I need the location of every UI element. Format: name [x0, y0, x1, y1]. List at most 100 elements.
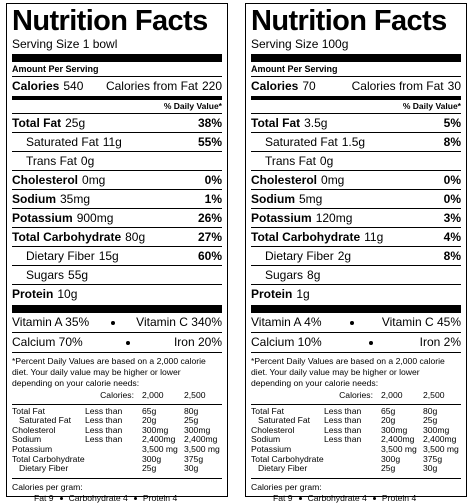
dv-2500: 2,400mg — [423, 434, 457, 445]
nutrient-row: Trans Fat 0g — [12, 152, 222, 171]
spacer — [85, 455, 142, 465]
nutrient: Sodium 35mg — [12, 190, 90, 208]
nutrient-amount: 1g — [296, 287, 310, 301]
nutrient-amount: 5mg — [299, 192, 323, 206]
footnote: *Percent Daily Values are based on a 2,0… — [12, 356, 206, 388]
header-2500: 2,500 — [423, 390, 445, 400]
calories-value: 70 — [302, 79, 316, 93]
dv-nutrient: Saturated Fat — [19, 415, 72, 426]
nutrient-row: Total Fat 3.5g 5% — [251, 114, 461, 133]
spacer — [324, 445, 381, 455]
nutrient-row: Sugars 8g — [251, 266, 461, 285]
nutrient-name: Dietary Fiber — [265, 249, 334, 263]
nutrient-amount: 15g — [98, 249, 119, 263]
thick-rule — [12, 54, 222, 62]
nutrient-row: Saturated Fat 1.5g 8% — [251, 133, 461, 152]
nutrient: Saturated Fat 11g — [26, 133, 122, 151]
title: Nutrition Facts — [251, 5, 447, 37]
bullet — [59, 496, 63, 500]
daily-value: 8% — [443, 249, 461, 263]
calories-from-fat: Calories from Fat 220 — [106, 77, 222, 96]
bullet — [298, 496, 302, 500]
dv-qualifier: Less than — [85, 405, 123, 416]
dv-2500: 30g — [423, 463, 438, 474]
nutrient-row: Potassium 120mg 3% — [251, 209, 461, 228]
nutrient-amount: 0mg — [321, 173, 345, 187]
calories-per-gram-item: Carbohydrate 4 — [307, 492, 367, 503]
dv-2000: 300g — [381, 453, 401, 464]
calories-from-fat-label: Calories from Fat — [351, 79, 444, 93]
dv-2500: 375g — [423, 453, 443, 464]
vitamin-row: Calcium 70% Iron 20% — [12, 333, 222, 353]
vitamin: Iron 2% — [419, 335, 461, 349]
nutrient-name: Potassium — [12, 211, 73, 225]
nutrient-name: Total Fat — [251, 116, 301, 130]
dv-2000: 25g — [381, 463, 396, 474]
nutrient-amount: 0g — [319, 154, 334, 168]
nutrient-row: Cholesterol 0mg 0% — [251, 171, 461, 190]
calories-per-gram-items: Fat 9 Carbohydrate 4 Protein 4 — [251, 493, 461, 504]
nutrient: Sugars 55g — [26, 266, 88, 284]
vitamin-row: Vitamin A 4% Vitamin C 45% — [251, 313, 461, 333]
nutrient: Dietary Fiber 15g — [26, 247, 119, 265]
nutrient-name: Total Fat — [12, 116, 62, 130]
spacer — [324, 455, 381, 465]
nutrient-name: Protein — [251, 287, 293, 301]
spacer — [324, 464, 381, 474]
header-2500: 2,500 — [184, 390, 206, 400]
thick-rule — [251, 305, 461, 313]
dv-nutrient: Sodium — [12, 434, 42, 445]
dv-2000: 300g — [142, 453, 162, 464]
calories-per-gram-item: Carbohydrate 4 — [68, 492, 128, 503]
calories-row: Calories 70 Calories from Fat 30 — [251, 77, 461, 96]
dv-qualifier: Less than — [324, 434, 362, 445]
dv-nutrient: Cholesterol — [251, 424, 295, 435]
daily-value-header: % Daily Value* — [12, 100, 222, 114]
thick-rule — [12, 305, 222, 313]
dv-nutrient: Total Fat — [251, 405, 284, 416]
dv-2000: 20g — [381, 415, 396, 426]
rule — [251, 477, 461, 479]
dv-nutrient: Total Carbohydrate — [251, 453, 324, 464]
dv-2000: 3,500 mg — [381, 443, 417, 454]
nutrient-row: Total Carbohydrate 80g 27% — [12, 228, 222, 247]
nutrient-name: Dietary Fiber — [26, 249, 95, 263]
nutrient: Total Fat 25g — [12, 114, 85, 132]
bullet — [110, 320, 115, 325]
serving-size: Serving Size 1 bowl — [12, 37, 118, 51]
nutrient-name: Total Carbohydrate — [12, 230, 122, 244]
dv-qualifier: Less than — [85, 415, 123, 426]
dv-table: Total Fat Less than 65g 80g Saturated Fat Les… — [12, 405, 222, 474]
daily-value: 3% — [443, 211, 461, 225]
dv-nutrient: Potassium — [251, 443, 292, 454]
daily-value: 38% — [197, 116, 222, 130]
dv-table-header: Calories: 2,000 2,500 — [251, 390, 461, 405]
nutrient-amount: 1.5g — [341, 135, 366, 149]
dv-2000: 65g — [381, 405, 396, 416]
nutrient-name: Trans Fat — [265, 154, 316, 168]
medium-rule — [251, 96, 461, 100]
calories-from-fat-value: 220 — [201, 79, 222, 93]
dv-qualifier: Less than — [324, 405, 362, 416]
nutrient-amount: 11g — [364, 230, 384, 244]
nutrient-name: Cholesterol — [12, 173, 79, 187]
calories-per-gram-item: Protein 4 — [381, 492, 417, 503]
dv-2000: 300mg — [381, 424, 408, 435]
nutrient-name: Sugars — [265, 268, 304, 282]
dv-2500: 80g — [423, 405, 438, 416]
dv-2000: 65g — [142, 405, 157, 416]
nutrition-label: Nutrition Facts Serving Size 1 bowl Amount… — [6, 3, 228, 503]
nutrient: Total Carbohydrate 80g — [12, 228, 145, 246]
vitamin-row: Vitamin A 35% Vitamin C 340% — [12, 313, 222, 333]
nutrient: Total Fat 3.5g — [251, 114, 327, 132]
dv-2500: 2,400mg — [184, 434, 218, 445]
dv-qualifier: Less than — [85, 434, 123, 445]
dv-2500: 3,500 mg — [184, 443, 220, 454]
calories-label: Calories — [251, 79, 299, 93]
header-label: Calories: — [100, 390, 134, 400]
spacer — [12, 391, 85, 401]
dv-nutrient: Dietary Fiber — [258, 463, 308, 474]
nutrient: Trans Fat 0g — [265, 152, 333, 170]
title: Nutrition Facts — [12, 5, 208, 37]
header-2000: 2,000 — [142, 390, 164, 400]
